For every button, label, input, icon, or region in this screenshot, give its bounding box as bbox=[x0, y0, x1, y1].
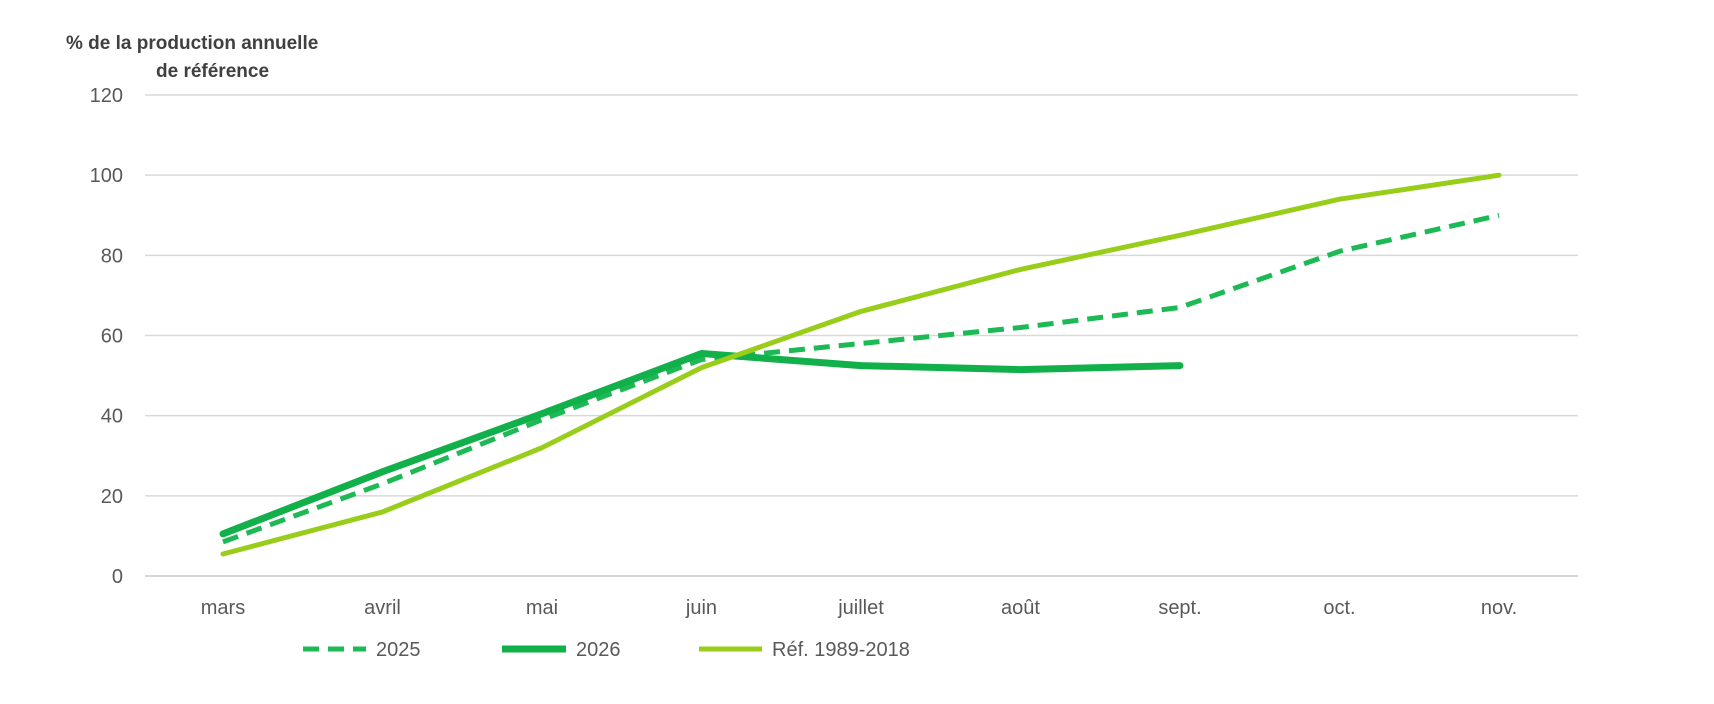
legend-label: 2026 bbox=[576, 639, 621, 661]
x-tick-label: oct. bbox=[1323, 597, 1355, 619]
x-tick-label: juin bbox=[685, 597, 717, 619]
legend: 2025 2026 Réf. 1989-2018 bbox=[303, 639, 910, 661]
legend-label: Réf. 1989-2018 bbox=[772, 639, 910, 661]
x-tick-label: juillet bbox=[837, 597, 884, 619]
x-tick-label: sept. bbox=[1158, 597, 1201, 619]
y-tick-label: 40 bbox=[101, 406, 123, 428]
y-axis-label-line-2: de référence bbox=[156, 61, 270, 82]
series-line-2025 bbox=[222, 212, 1500, 545]
series-lines bbox=[219, 172, 1502, 557]
series-line-2026 bbox=[219, 350, 1184, 538]
y-tick-label: 60 bbox=[101, 326, 123, 348]
y-tick-label: 0 bbox=[112, 566, 123, 588]
y-tick-label: 80 bbox=[101, 245, 123, 267]
x-tick-label: août bbox=[1001, 597, 1040, 619]
x-tick-label: nov. bbox=[1481, 597, 1517, 619]
x-tick-label: mars bbox=[201, 597, 245, 619]
series-line-ref bbox=[220, 172, 1502, 557]
y-axis-label-line-1: % de la production annuelle bbox=[66, 33, 319, 54]
legend-label: 2025 bbox=[376, 639, 421, 661]
x-tick-label: avril bbox=[364, 597, 401, 619]
y-tick-label: 120 bbox=[90, 85, 123, 107]
y-tick-label: 20 bbox=[101, 486, 123, 508]
grid-lines bbox=[145, 94, 1578, 577]
x-tick-label: mai bbox=[526, 597, 558, 619]
x-axis-ticks: mars avril mai juin juillet août sept. oct. nov. bbox=[201, 597, 1517, 619]
y-axis-ticks: 0 20 40 60 80 100 120 bbox=[90, 85, 123, 588]
y-tick-label: 100 bbox=[90, 165, 123, 187]
y-axis-label: % de la production annuelle de référence bbox=[66, 30, 318, 86]
